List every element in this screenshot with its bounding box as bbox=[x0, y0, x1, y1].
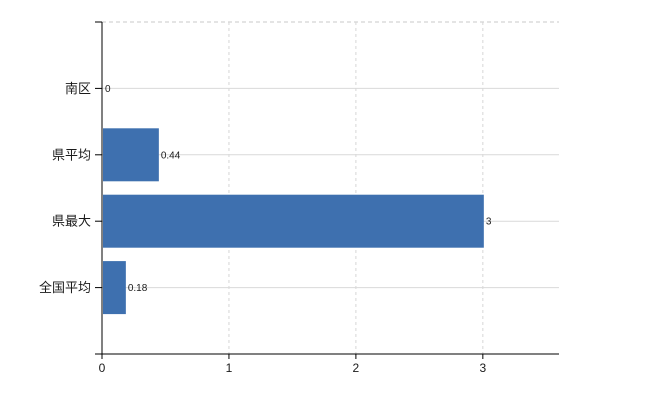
x-tick-label: 3 bbox=[479, 361, 486, 375]
category-label: 県最大 bbox=[52, 214, 91, 229]
bar bbox=[103, 194, 484, 248]
value-label: 0 bbox=[105, 84, 111, 95]
value-label: 0.44 bbox=[161, 150, 181, 161]
x-tick-label: 2 bbox=[353, 361, 360, 375]
bar bbox=[103, 261, 126, 315]
x-tick-label: 1 bbox=[226, 361, 233, 375]
value-label: 3 bbox=[486, 217, 492, 228]
category-label: 南区 bbox=[65, 81, 91, 96]
category-label: 全国平均 bbox=[39, 280, 91, 295]
category-label: 県平均 bbox=[52, 147, 91, 162]
value-label: 0.18 bbox=[128, 283, 148, 294]
x-tick-label: 0 bbox=[99, 361, 106, 375]
bar bbox=[103, 128, 159, 182]
